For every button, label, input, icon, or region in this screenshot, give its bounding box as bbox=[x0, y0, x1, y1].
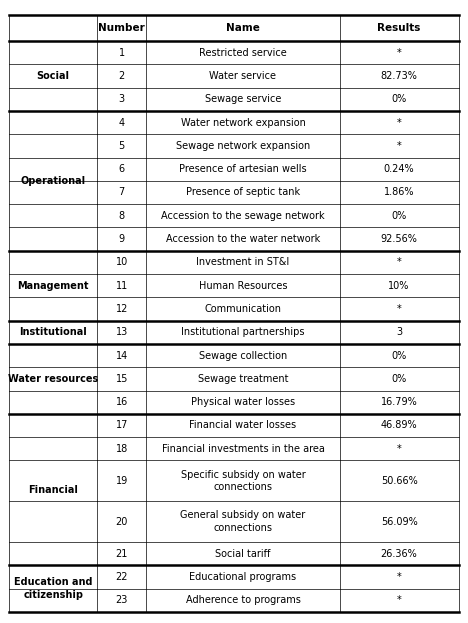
Text: 10%: 10% bbox=[388, 281, 410, 291]
Text: 12: 12 bbox=[116, 304, 128, 314]
Text: 92.56%: 92.56% bbox=[380, 234, 417, 244]
Text: *: * bbox=[397, 595, 402, 605]
Text: 1: 1 bbox=[118, 48, 125, 58]
Text: Financial water losses: Financial water losses bbox=[190, 421, 297, 430]
Text: Communication: Communication bbox=[205, 304, 281, 314]
Text: Sewage network expansion: Sewage network expansion bbox=[176, 141, 310, 151]
Text: Education and
citizenship: Education and citizenship bbox=[14, 578, 92, 600]
Text: 4: 4 bbox=[118, 118, 125, 128]
Text: Accession to the sewage network: Accession to the sewage network bbox=[161, 211, 325, 221]
Text: Institutional: Institutional bbox=[19, 327, 87, 337]
Text: Sewage collection: Sewage collection bbox=[199, 351, 287, 361]
Text: Results: Results bbox=[377, 23, 421, 33]
Text: Specific subsidy on water
connections: Specific subsidy on water connections bbox=[181, 470, 305, 492]
Text: *: * bbox=[397, 257, 402, 267]
Text: Water resources: Water resources bbox=[8, 374, 98, 384]
Text: 21: 21 bbox=[116, 549, 128, 559]
Text: 5: 5 bbox=[118, 141, 125, 151]
Text: Financial investments in the area: Financial investments in the area bbox=[161, 444, 324, 454]
Text: 0%: 0% bbox=[392, 374, 407, 384]
Text: Presence of artesian wells: Presence of artesian wells bbox=[179, 164, 307, 174]
Text: Physical water losses: Physical water losses bbox=[191, 397, 295, 407]
Text: 7: 7 bbox=[118, 188, 125, 197]
Text: *: * bbox=[397, 141, 402, 151]
Text: 16.79%: 16.79% bbox=[381, 397, 417, 407]
Text: Financial: Financial bbox=[28, 485, 78, 495]
Text: *: * bbox=[397, 572, 402, 582]
Text: 2: 2 bbox=[118, 71, 125, 81]
Text: *: * bbox=[397, 304, 402, 314]
Text: 0.24%: 0.24% bbox=[384, 164, 415, 174]
Text: Social tariff: Social tariff bbox=[215, 549, 271, 559]
Text: 50.66%: 50.66% bbox=[381, 476, 417, 486]
Text: Sewage treatment: Sewage treatment bbox=[198, 374, 288, 384]
Text: 20: 20 bbox=[116, 516, 128, 526]
Text: 46.89%: 46.89% bbox=[381, 421, 417, 430]
Text: General subsidy on water
connections: General subsidy on water connections bbox=[180, 510, 306, 533]
Text: 13: 13 bbox=[116, 327, 128, 337]
Text: 9: 9 bbox=[118, 234, 125, 244]
Text: Social: Social bbox=[37, 71, 70, 81]
Text: Adherence to programs: Adherence to programs bbox=[185, 595, 300, 605]
Text: 15: 15 bbox=[116, 374, 128, 384]
Text: Name: Name bbox=[226, 23, 260, 33]
Text: 82.73%: 82.73% bbox=[380, 71, 417, 81]
Text: *: * bbox=[397, 48, 402, 58]
Text: 16: 16 bbox=[116, 397, 128, 407]
Text: 3: 3 bbox=[118, 94, 125, 104]
Text: Water network expansion: Water network expansion bbox=[181, 118, 306, 128]
Text: Restricted service: Restricted service bbox=[199, 48, 287, 58]
Text: 17: 17 bbox=[116, 421, 128, 430]
Text: *: * bbox=[397, 444, 402, 454]
Text: Institutional partnerships: Institutional partnerships bbox=[181, 327, 305, 337]
Text: 23: 23 bbox=[116, 595, 128, 605]
Text: 11: 11 bbox=[116, 281, 128, 291]
Text: Management: Management bbox=[17, 281, 89, 291]
Text: 18: 18 bbox=[116, 444, 128, 454]
Text: 56.09%: 56.09% bbox=[381, 516, 417, 526]
Text: Investment in ST&I: Investment in ST&I bbox=[197, 257, 290, 267]
Text: Operational: Operational bbox=[21, 176, 86, 186]
Text: 1.86%: 1.86% bbox=[384, 188, 414, 197]
Text: 19: 19 bbox=[116, 476, 128, 486]
Text: 3: 3 bbox=[396, 327, 402, 337]
Text: *: * bbox=[397, 118, 402, 128]
Text: 14: 14 bbox=[116, 351, 128, 361]
Text: 26.36%: 26.36% bbox=[381, 549, 417, 559]
Text: Educational programs: Educational programs bbox=[190, 572, 297, 582]
Text: 6: 6 bbox=[118, 164, 125, 174]
Text: Presence of septic tank: Presence of septic tank bbox=[186, 188, 300, 197]
Text: 10: 10 bbox=[116, 257, 128, 267]
Text: Water service: Water service bbox=[210, 71, 277, 81]
Text: 0%: 0% bbox=[392, 351, 407, 361]
Text: 0%: 0% bbox=[392, 211, 407, 221]
Text: 8: 8 bbox=[118, 211, 125, 221]
Text: Number: Number bbox=[98, 23, 145, 33]
Text: 0%: 0% bbox=[392, 94, 407, 104]
Text: 22: 22 bbox=[116, 572, 128, 582]
Text: Accession to the water network: Accession to the water network bbox=[166, 234, 320, 244]
Text: Human Resources: Human Resources bbox=[199, 281, 287, 291]
Text: Sewage service: Sewage service bbox=[205, 94, 281, 104]
